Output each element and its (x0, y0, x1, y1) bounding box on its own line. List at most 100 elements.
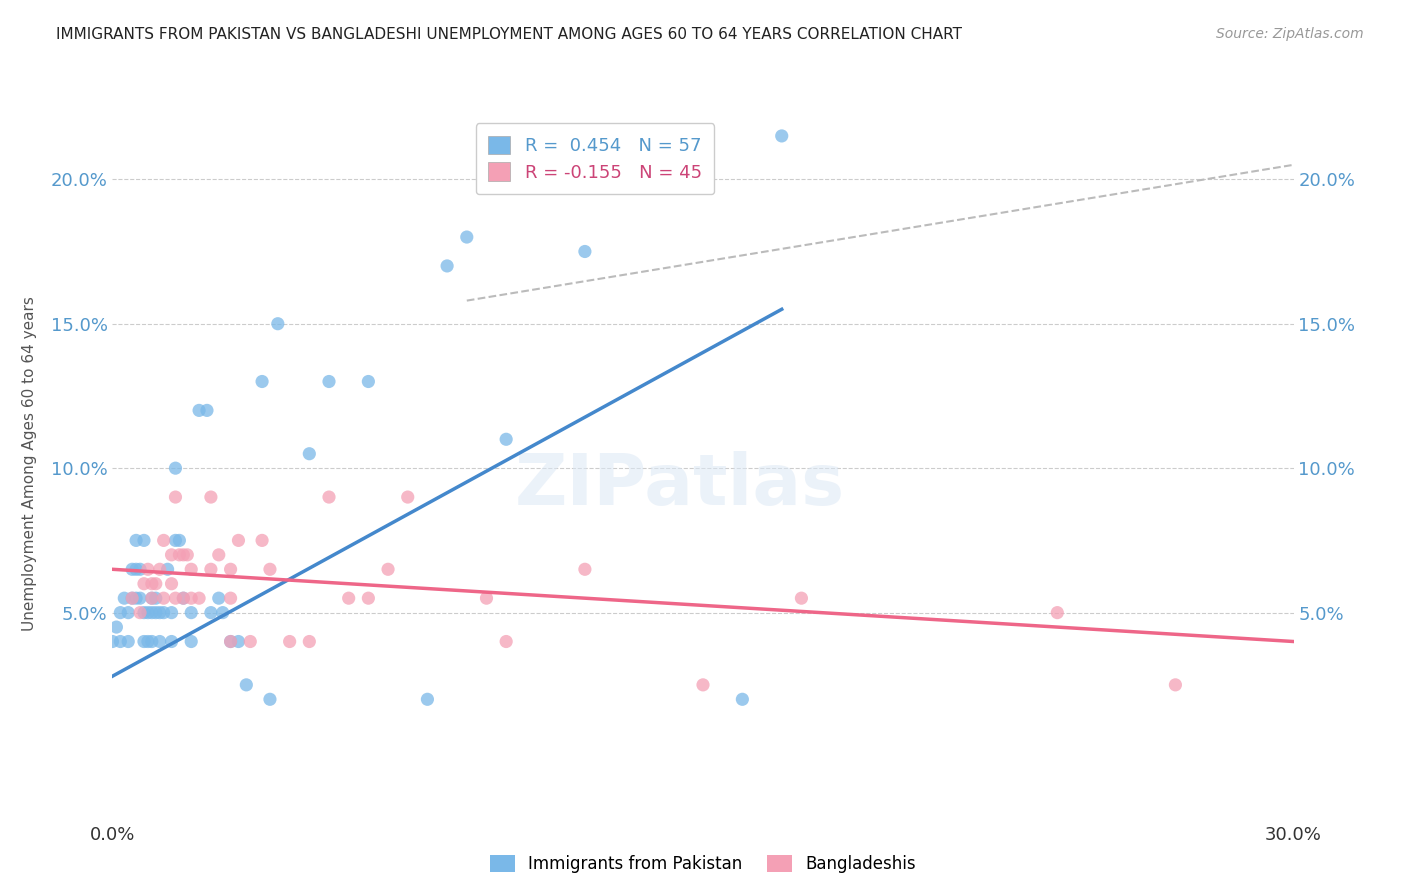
Point (250, 375, 273, 389)
Point (160, 576, 183, 591)
Point (318, 490, 340, 504)
Point (160, 606, 183, 620)
Point (172, 591, 194, 606)
Point (298, 634, 321, 648)
Point (152, 533, 174, 548)
Point (456, 230, 478, 244)
Point (172, 548, 194, 562)
Point (188, 591, 211, 606)
Point (145, 576, 167, 591)
Point (495, 432, 517, 446)
Point (180, 606, 202, 620)
Point (195, 403, 218, 417)
Point (219, 591, 242, 606)
Point (180, 562, 202, 576)
Legend: Immigrants from Pakistan, Bangladeshis: Immigrants from Pakistan, Bangladeshis (484, 848, 922, 880)
Point (149, 606, 172, 620)
Point (259, 562, 281, 576)
Point (136, 634, 159, 648)
Point (219, 634, 242, 648)
Point (377, 562, 399, 576)
Point (692, 678, 714, 692)
Point (1164, 678, 1187, 692)
Point (574, 562, 596, 576)
Point (208, 548, 231, 562)
Point (278, 634, 301, 648)
Point (235, 678, 257, 692)
Point (731, 692, 754, 706)
Point (129, 591, 152, 606)
Point (219, 634, 242, 648)
Point (188, 403, 211, 417)
Point (770, 128, 793, 143)
Point (117, 634, 139, 648)
Point (136, 562, 159, 576)
Point (117, 606, 139, 620)
Point (132, 634, 155, 648)
Point (180, 591, 202, 606)
Text: ZIPatlas: ZIPatlas (515, 450, 845, 520)
Point (145, 591, 167, 606)
Point (110, 634, 132, 648)
Point (141, 576, 163, 591)
Point (141, 591, 163, 606)
Point (228, 533, 250, 548)
Point (141, 634, 163, 648)
Point (165, 591, 187, 606)
Point (132, 533, 155, 548)
Point (416, 692, 439, 706)
Point (396, 490, 419, 504)
Point (357, 375, 380, 389)
Point (239, 634, 262, 648)
Point (136, 606, 159, 620)
Point (475, 591, 498, 606)
Point (211, 606, 233, 620)
Point (495, 634, 517, 648)
Point (129, 606, 152, 620)
Point (250, 533, 273, 548)
Point (141, 606, 163, 620)
Point (145, 606, 167, 620)
Point (165, 490, 187, 504)
Point (1046, 606, 1069, 620)
Point (200, 490, 222, 504)
Point (132, 606, 155, 620)
Point (298, 447, 321, 461)
Point (165, 533, 187, 548)
Point (790, 591, 813, 606)
Point (169, 533, 191, 548)
Point (112, 591, 135, 606)
Point (208, 591, 231, 606)
Point (129, 562, 152, 576)
Point (200, 606, 222, 620)
Point (267, 317, 290, 331)
Point (172, 591, 194, 606)
Text: Source: ZipAtlas.com: Source: ZipAtlas.com (1216, 27, 1364, 41)
Point (152, 606, 174, 620)
Point (357, 591, 380, 606)
Point (259, 692, 281, 706)
Point (121, 591, 143, 606)
Point (318, 375, 340, 389)
Point (337, 591, 360, 606)
Point (101, 634, 124, 648)
Point (219, 562, 242, 576)
Point (436, 259, 458, 273)
Point (228, 634, 250, 648)
Point (180, 634, 202, 648)
Point (121, 562, 143, 576)
Point (149, 562, 172, 576)
Point (152, 591, 174, 606)
Point (160, 548, 183, 562)
Point (574, 244, 596, 259)
Text: IMMIGRANTS FROM PAKISTAN VS BANGLADESHI UNEMPLOYMENT AMONG AGES 60 TO 64 YEARS C: IMMIGRANTS FROM PAKISTAN VS BANGLADESHI … (56, 27, 962, 42)
Point (125, 591, 148, 606)
Point (121, 591, 143, 606)
Point (176, 548, 198, 562)
Point (169, 548, 191, 562)
Point (110, 606, 132, 620)
Point (125, 562, 148, 576)
Y-axis label: Unemployment Among Ages 60 to 64 years: Unemployment Among Ages 60 to 64 years (21, 296, 37, 632)
Point (156, 562, 179, 576)
Point (125, 533, 148, 548)
